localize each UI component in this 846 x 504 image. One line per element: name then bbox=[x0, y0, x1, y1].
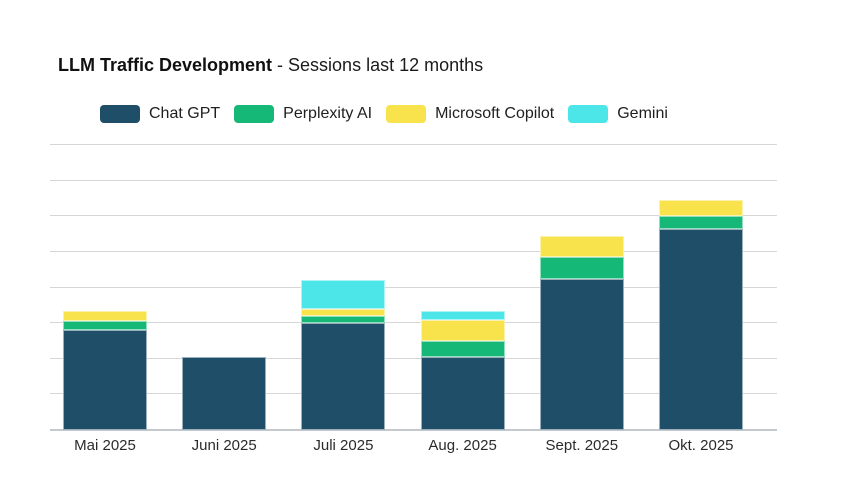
bar-group-juni-2025 bbox=[182, 356, 267, 430]
bar-segment-microsoft-copilot[interactable] bbox=[63, 310, 147, 322]
chart-legend: Chat GPT Perplexity AI Microsoft Copilot Ge… bbox=[100, 105, 682, 123]
gridline bbox=[50, 393, 777, 395]
gridline bbox=[50, 179, 777, 181]
x-axis-label: Aug. 2025 bbox=[428, 437, 497, 454]
legend-swatch-icon bbox=[568, 105, 609, 123]
bar-segment-chat-gpt[interactable] bbox=[301, 323, 386, 430]
chart-title: LLM Traffic Development bbox=[58, 55, 273, 75]
page-title: LLM Traffic Development - Sessions last … bbox=[58, 54, 483, 76]
x-axis-label: Juni 2025 bbox=[191, 437, 257, 454]
bar-group-mai-2025 bbox=[63, 310, 147, 430]
bar-segment-perplexity-ai[interactable] bbox=[539, 257, 624, 279]
legend-item-perplexity-ai[interactable]: Perplexity AI bbox=[234, 105, 372, 123]
gridline bbox=[50, 250, 777, 252]
legend-label: Chat GPT bbox=[149, 105, 221, 122]
legend-label: Microsoft Copilot bbox=[435, 105, 555, 122]
x-axis-label: Sept. 2025 bbox=[545, 437, 619, 454]
x-axis-label: Okt. 2025 bbox=[668, 437, 734, 454]
gridline bbox=[50, 322, 777, 324]
chart-subtitle: - Sessions last 12 months bbox=[272, 55, 484, 75]
x-axis-label: Juli 2025 bbox=[313, 437, 374, 454]
gridline bbox=[50, 144, 777, 145]
x-axis-baseline bbox=[50, 429, 777, 431]
bar-group-juli-2025 bbox=[301, 280, 386, 430]
chart-plot-area bbox=[50, 144, 777, 431]
bar-segment-chat-gpt[interactable] bbox=[420, 356, 505, 430]
bar-segment-gemini[interactable] bbox=[301, 280, 386, 309]
gridline bbox=[50, 357, 777, 359]
bar-group-okt-2025 bbox=[659, 200, 743, 430]
bar-segment-microsoft-copilot[interactable] bbox=[420, 319, 505, 341]
bar-segment-chat-gpt[interactable] bbox=[63, 330, 147, 430]
legend-item-gemini[interactable]: Gemini bbox=[568, 105, 668, 123]
legend-label: Perplexity AI bbox=[283, 105, 373, 122]
bar-segment-chat-gpt[interactable] bbox=[182, 356, 267, 430]
bar-segment-chat-gpt[interactable] bbox=[539, 278, 624, 430]
legend-item-chat-gpt[interactable]: Chat GPT bbox=[100, 105, 220, 123]
bar-group-aug-2025 bbox=[420, 310, 505, 430]
legend-swatch-icon bbox=[234, 105, 275, 123]
bar-segment-perplexity-ai[interactable] bbox=[63, 321, 147, 331]
bar-segment-microsoft-copilot[interactable] bbox=[659, 200, 743, 217]
bar-segment-gemini[interactable] bbox=[420, 310, 505, 320]
legend-item-microsoft-copilot[interactable]: Microsoft Copilot bbox=[386, 105, 554, 123]
bar-group-sept-2025 bbox=[539, 235, 624, 430]
x-axis-labels: Mai 2025 Juni 2025 Juli 2025 Aug. 2025 Sept.… bbox=[50, 437, 777, 459]
legend-label: Gemini bbox=[617, 105, 668, 122]
bar-segment-chat-gpt[interactable] bbox=[659, 228, 743, 430]
bar-segment-microsoft-copilot[interactable] bbox=[539, 235, 624, 258]
bar-segment-perplexity-ai[interactable] bbox=[301, 316, 386, 324]
x-axis-label: Mai 2025 bbox=[74, 437, 136, 454]
gridline bbox=[50, 286, 777, 288]
bar-segment-microsoft-copilot[interactable] bbox=[301, 308, 386, 316]
bar-segment-perplexity-ai[interactable] bbox=[420, 340, 505, 357]
gridline bbox=[50, 215, 777, 217]
legend-swatch-icon bbox=[100, 105, 140, 123]
bar-segment-perplexity-ai[interactable] bbox=[659, 216, 743, 229]
legend-swatch-icon bbox=[386, 105, 427, 123]
